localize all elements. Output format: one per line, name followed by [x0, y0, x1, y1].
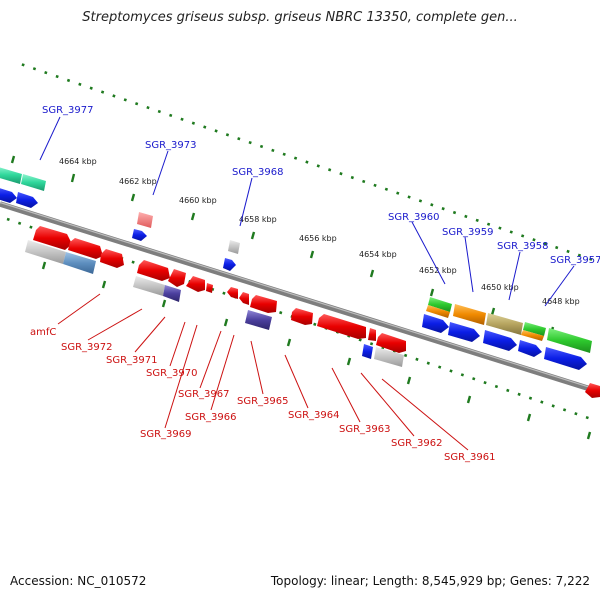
top-gene-labels: SGR_3977 SGR_3973 SGR_3968 SGR_3960 SGR_… [42, 105, 600, 266]
feature-purple [163, 285, 181, 302]
gene-arrow-red [317, 314, 366, 339]
bottom-gene-labels: amfC SGR_3972 SGR_3971 SGR_3970 SGR_3969… [30, 327, 496, 463]
lower-major-ticks [41, 261, 592, 440]
gene-label-bottom: SGR_3966 [185, 412, 237, 423]
gene-label-bottom: amfC [30, 327, 56, 338]
gene-arrow-blue [16, 192, 38, 208]
feature-gray [374, 347, 404, 367]
bottom-strand-features [25, 226, 600, 398]
gene-label-bottom: SGR_3965 [237, 396, 289, 407]
gene-label-top: SGR_3959 [442, 227, 494, 238]
gene-arrow-red [291, 308, 313, 325]
scale-label: 4658 kbp [239, 215, 277, 224]
top-leader-lines [39, 116, 575, 307]
gene-arrow-red [100, 249, 124, 268]
gene-arrow-red [227, 287, 238, 299]
gene-label-bottom: SGR_3964 [288, 410, 340, 421]
scale-label: 4656 kbp [299, 234, 337, 243]
gene-label-top: SGR_3968 [232, 167, 284, 178]
scale-label: 4662 kbp [119, 177, 157, 186]
top-strand-features [0, 167, 592, 370]
gene-label-top: SGR_3960 [388, 212, 440, 223]
feature-green [523, 322, 546, 336]
feature-orange [521, 330, 544, 341]
gene-arrow-red [137, 260, 170, 281]
gene-label-top: SGR_3958 [497, 241, 549, 252]
gene-arrow-blue [132, 229, 147, 241]
feature-green [547, 328, 592, 353]
accession-text: Accession: NC_010572 [10, 574, 147, 588]
scale-label: 4648 kbp [542, 297, 580, 306]
gene-label-bottom: SGR_3963 [339, 424, 391, 435]
topology-text: Topology: linear; Length: 8,545,929 bp; … [270, 574, 590, 588]
gene-arrow-red [376, 333, 406, 353]
genome-axis [0, 201, 600, 395]
map-title: Streptomyces griseus subsp. griseus NBRC… [82, 10, 518, 25]
feature-gray [228, 240, 240, 254]
gene-label-bottom: SGR_3962 [391, 438, 443, 449]
gene-arrow-blue [544, 347, 587, 370]
gene-arrow-red [206, 283, 213, 293]
bottom-leader-lines [57, 293, 469, 451]
gene-arrow-blue [518, 340, 542, 357]
feature-teal [0, 167, 22, 184]
gene-label-bottom: SGR_3961 [444, 452, 496, 463]
gene-arrow-red [368, 328, 376, 341]
gene-arrow-red [168, 269, 186, 287]
feature-purple [245, 310, 272, 330]
gene-arrow-blue [223, 258, 236, 271]
gene-arrow-blue [422, 314, 449, 333]
gene-arrow-red [585, 383, 600, 398]
gene-label-bottom: SGR_3972 [61, 342, 113, 353]
feature-khaki [486, 313, 523, 335]
scale-label: 4664 kbp [59, 157, 97, 166]
scale-label: 4650 kbp [481, 283, 519, 292]
gene-arrow-red [33, 226, 72, 250]
feature-teal [21, 174, 46, 191]
gene-arrow-red [250, 295, 277, 313]
gene-arrow-blue [448, 322, 480, 342]
feature-gray [25, 240, 66, 264]
feature-orange [453, 304, 486, 325]
gene-label-bottom: SGR_3971 [106, 355, 158, 366]
gene-arrow-red [186, 276, 205, 292]
gene-arrow-red [68, 238, 103, 259]
scale-label: 4660 kbp [179, 196, 217, 205]
gene-label-top: SGR_3977 [42, 105, 94, 116]
gene-arrow-blue [483, 330, 517, 351]
feature-orange [426, 305, 450, 318]
feature-pink [137, 212, 153, 228]
gene-label-bottom: SGR_3969 [140, 429, 192, 440]
gene-label-bottom: SGR_3967 [178, 389, 230, 400]
feature-blue-box [362, 344, 373, 359]
scale-label: 4654 kbp [359, 250, 397, 259]
feature-gray [133, 276, 165, 296]
gene-label-bottom: SGR_3970 [146, 368, 198, 379]
upper-scale-dots [21, 63, 600, 280]
gene-label-top: SGR_3957 [550, 255, 600, 266]
gene-arrow-blue [0, 188, 17, 203]
feature-green [428, 297, 452, 312]
gene-label-top: SGR_3973 [145, 140, 197, 151]
gene-arrow-red [239, 292, 249, 305]
feature-steel [63, 252, 96, 274]
